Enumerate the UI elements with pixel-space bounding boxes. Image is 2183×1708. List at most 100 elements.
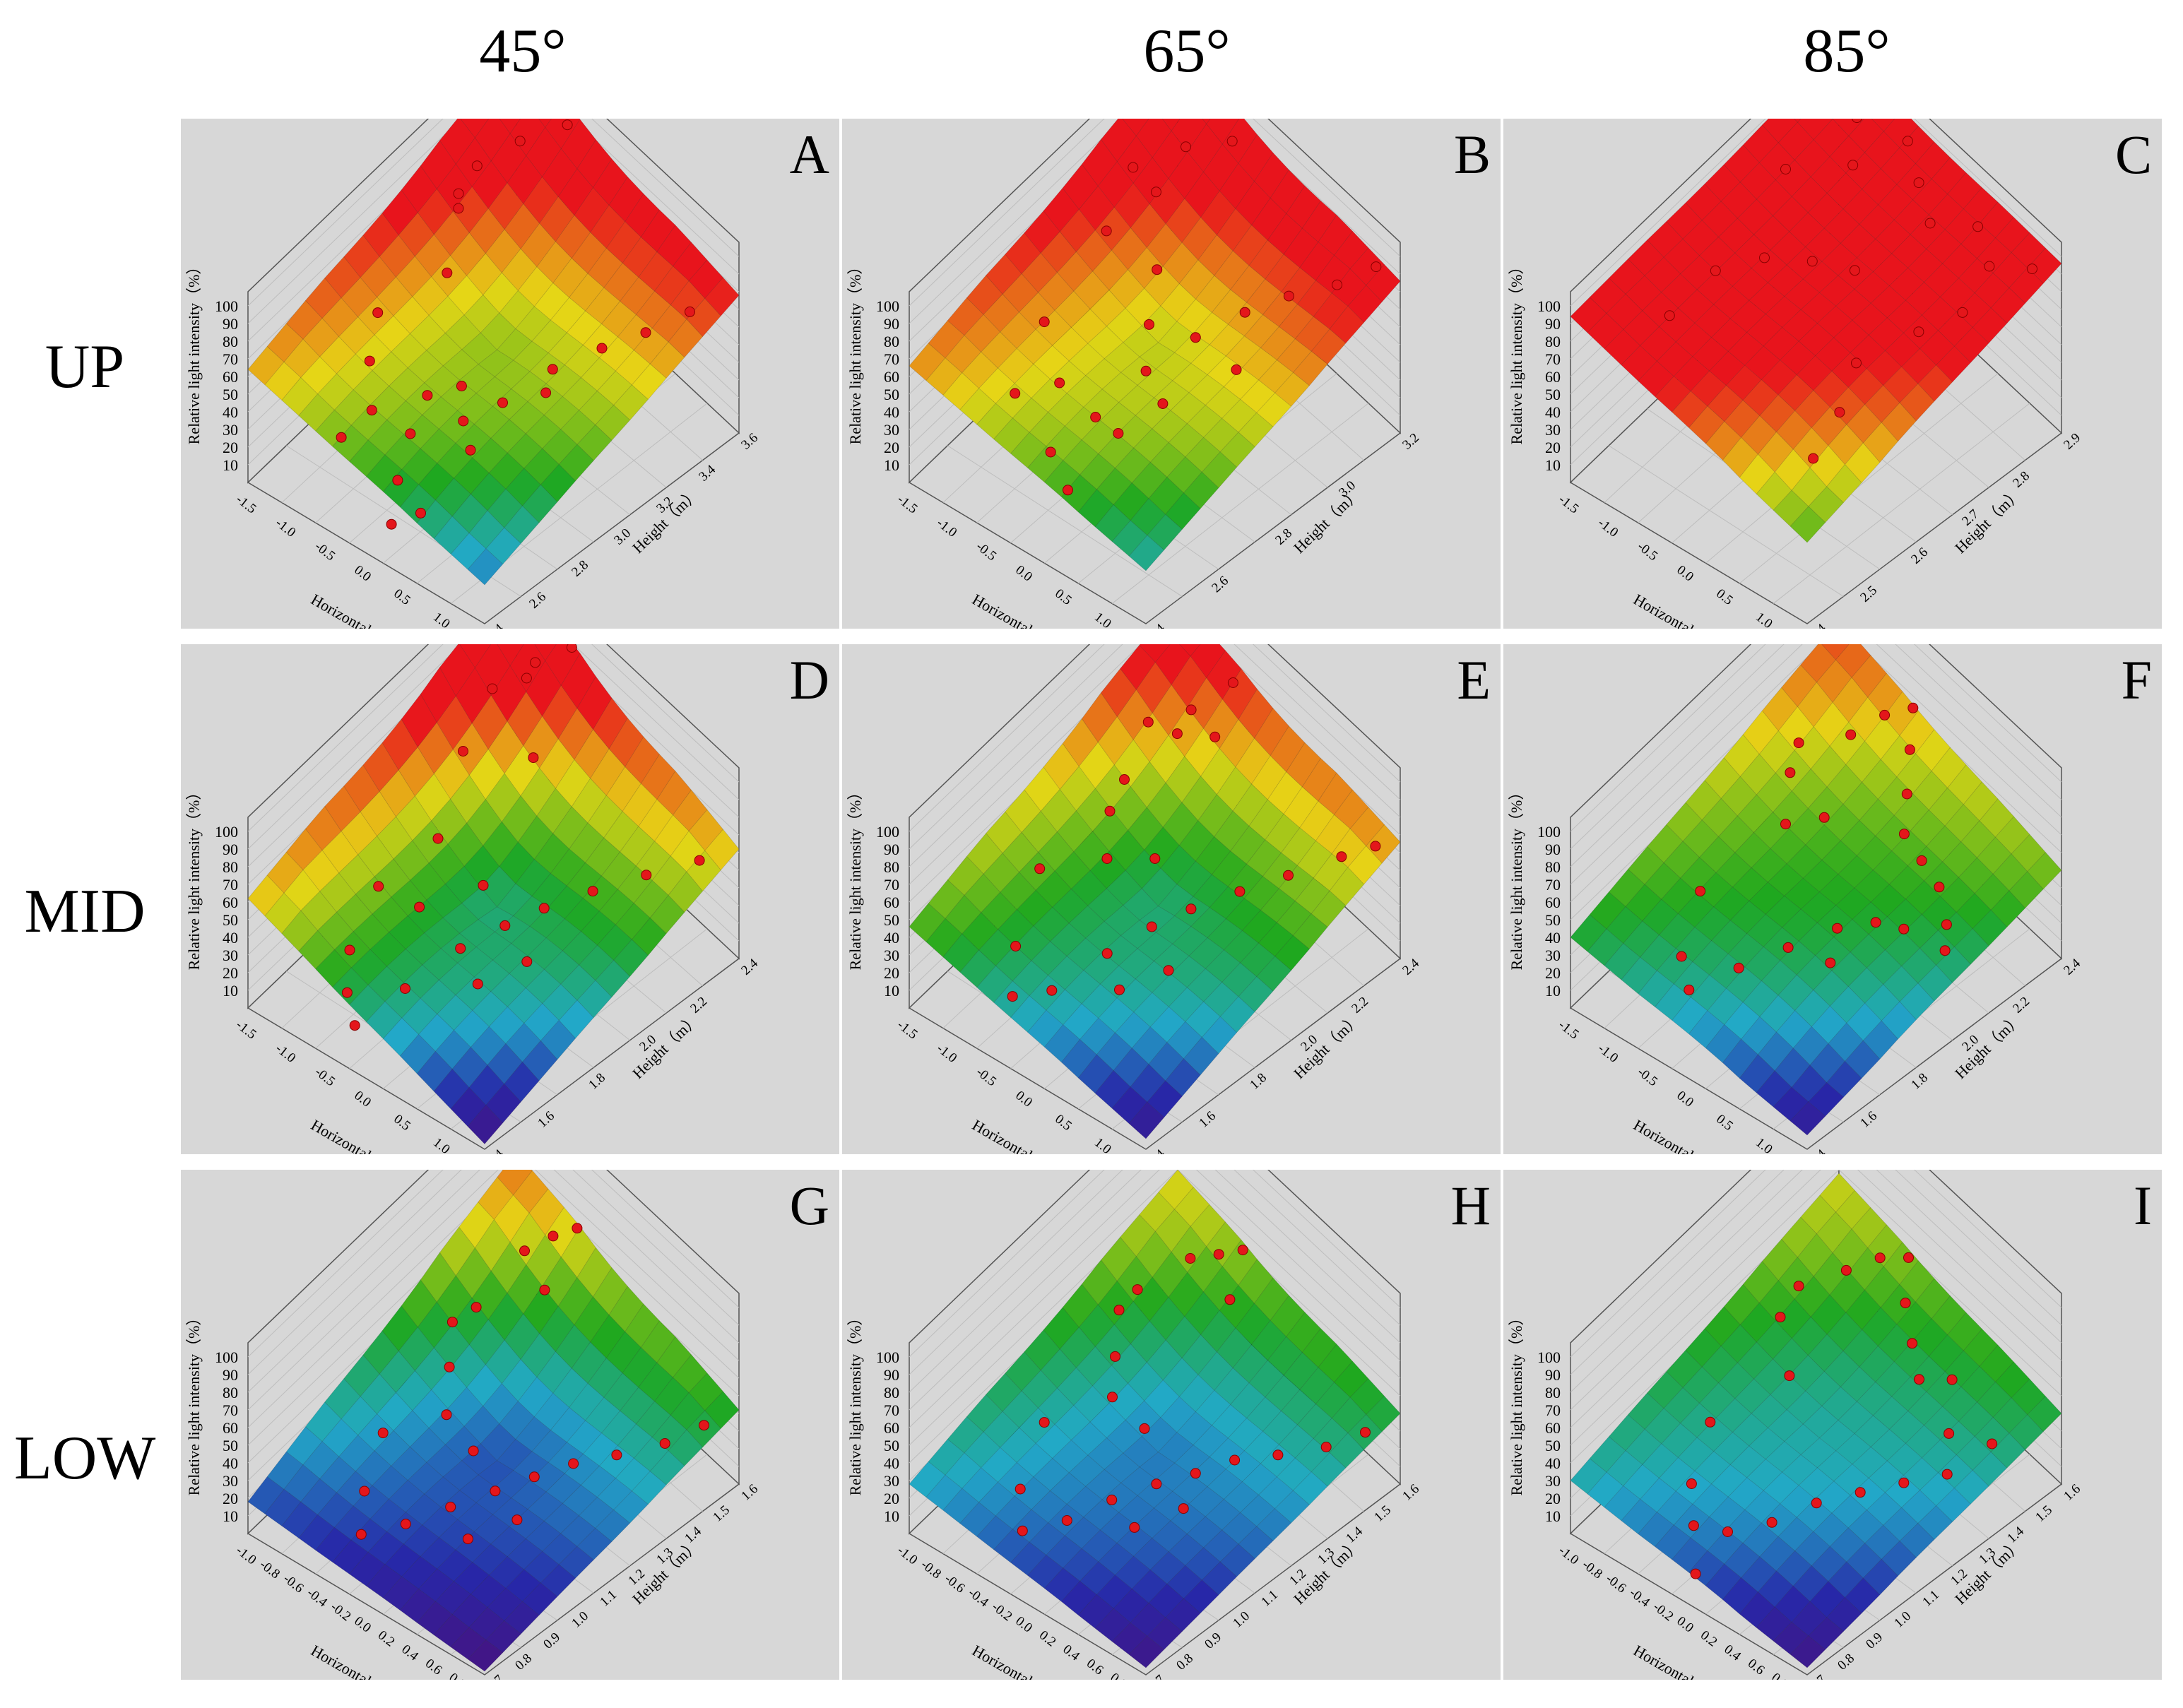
x-tick-label: 0.6 bbox=[1745, 1656, 1768, 1678]
y-tick-label: 0.7 bbox=[484, 1672, 507, 1680]
z-tick-label: 40 bbox=[223, 1454, 238, 1472]
z-tick-label: 50 bbox=[884, 386, 899, 403]
y-tick-label: 0.7 bbox=[1145, 1672, 1168, 1680]
y-tick-label: 2.4 bbox=[1400, 956, 1422, 978]
y-tick-label: 1.0 bbox=[569, 1608, 591, 1630]
data-point bbox=[538, 903, 550, 914]
y-tick-label: 2.5 bbox=[1857, 583, 1880, 605]
grid-line bbox=[909, 644, 1123, 850]
data-point bbox=[1784, 1370, 1795, 1382]
y-tick-label: 0.9 bbox=[540, 1630, 563, 1651]
panel-letter-H: H bbox=[1450, 1175, 1491, 1236]
z-tick-label: 50 bbox=[884, 911, 899, 929]
x-tick-label: 0.2 bbox=[1698, 1627, 1720, 1649]
grid-line bbox=[1609, 445, 1844, 597]
surface-patch bbox=[1789, 506, 1826, 543]
x-tick-label: 1.0 bbox=[1092, 1135, 1114, 1154]
x-tick-label: 0.5 bbox=[1052, 1112, 1075, 1134]
z-tick-label: 80 bbox=[223, 333, 238, 350]
grid-line bbox=[909, 119, 1105, 307]
data-point bbox=[699, 1420, 709, 1431]
data-point bbox=[548, 1230, 559, 1242]
y-tick-label: 2.9 bbox=[2061, 430, 2083, 452]
data-point bbox=[1185, 903, 1197, 915]
z-tick-label: 70 bbox=[223, 1401, 238, 1419]
x-tick-label: -0.8 bbox=[1579, 1557, 1605, 1582]
data-point bbox=[1063, 485, 1073, 496]
data-point bbox=[445, 1501, 456, 1512]
z-tick-label: 40 bbox=[884, 929, 899, 947]
panel-B: 10 20 30 40 50 60 70 80 90 100 Relative light inte… bbox=[842, 119, 1501, 629]
y-tick-label: 1.6 bbox=[535, 1108, 557, 1130]
surface bbox=[247, 644, 740, 1144]
z-tick-label: 10 bbox=[223, 1507, 238, 1525]
x-tick-label: -0.5 bbox=[1635, 539, 1661, 564]
surface bbox=[1570, 644, 2062, 1136]
grid-line bbox=[909, 119, 1123, 324]
x-tick-label: 0.4 bbox=[1060, 1642, 1082, 1663]
data-point bbox=[442, 267, 453, 278]
grid-line bbox=[909, 1170, 1178, 1428]
grid-line bbox=[1214, 644, 1401, 818]
grid-line bbox=[247, 644, 462, 850]
data-point bbox=[336, 432, 347, 443]
y-tick-label: 2.6 bbox=[1209, 574, 1231, 595]
data-point bbox=[1845, 729, 1857, 740]
x-tick-label: -0.2 bbox=[989, 1599, 1015, 1624]
data-point bbox=[422, 390, 433, 401]
x-tick-label: -1.5 bbox=[1556, 1017, 1582, 1042]
x-tick-label: 1.0 bbox=[1092, 610, 1114, 629]
data-point bbox=[1907, 1338, 1918, 1349]
data-point bbox=[1780, 164, 1791, 174]
z-tick-label: 90 bbox=[223, 1366, 238, 1384]
x-tick-label: -0.5 bbox=[974, 539, 1000, 564]
data-point bbox=[1046, 985, 1058, 996]
data-point bbox=[1237, 1245, 1248, 1256]
data-point bbox=[1785, 767, 1796, 778]
y-tick-label: 1.1 bbox=[1258, 1587, 1281, 1609]
y-tick-label: 0.8 bbox=[1835, 1651, 1857, 1673]
z-tick-label: 50 bbox=[1545, 1437, 1561, 1454]
data-point bbox=[1163, 965, 1174, 976]
grid-line bbox=[247, 1170, 462, 1375]
x-tick-label: 1.0 bbox=[1753, 610, 1775, 629]
data-points bbox=[355, 1223, 709, 1545]
data-point bbox=[1054, 377, 1065, 389]
grid-line bbox=[247, 1170, 480, 1393]
y-tick-label: 0.9 bbox=[1863, 1630, 1886, 1651]
data-point bbox=[465, 444, 476, 456]
z-tick-label: 10 bbox=[884, 1507, 899, 1525]
grid-line bbox=[1876, 1170, 2062, 1344]
surface-patch bbox=[1789, 1635, 1826, 1668]
y-tick-label: 3.4 bbox=[696, 462, 718, 485]
panel-letter-A: A bbox=[789, 124, 829, 185]
row-label-low: LOW bbox=[14, 1424, 156, 1493]
x-tick-label: 0.0 bbox=[1012, 1613, 1035, 1635]
data-point bbox=[1283, 290, 1294, 302]
data-point bbox=[1811, 1498, 1822, 1509]
data-points bbox=[1014, 1245, 1371, 1536]
data-point bbox=[355, 1529, 367, 1540]
x-tick-label: 0.0 bbox=[351, 1088, 374, 1110]
data-point bbox=[694, 855, 705, 866]
grid-line bbox=[1773, 403, 2030, 604]
x-tick-label: -0.5 bbox=[974, 1064, 1000, 1089]
data-point bbox=[1107, 1392, 1118, 1403]
data-point bbox=[1793, 1281, 1804, 1292]
data-point bbox=[453, 203, 464, 214]
z-tick-label: 40 bbox=[1545, 1454, 1561, 1472]
data-point bbox=[432, 833, 444, 844]
x-tick-label: 0.2 bbox=[375, 1627, 398, 1649]
x-tick-label: -1.0 bbox=[273, 516, 299, 540]
grid-line bbox=[572, 119, 740, 275]
data-point bbox=[344, 944, 355, 956]
grid-line bbox=[1570, 644, 1766, 832]
x-tick-label: -1.0 bbox=[894, 1543, 921, 1567]
